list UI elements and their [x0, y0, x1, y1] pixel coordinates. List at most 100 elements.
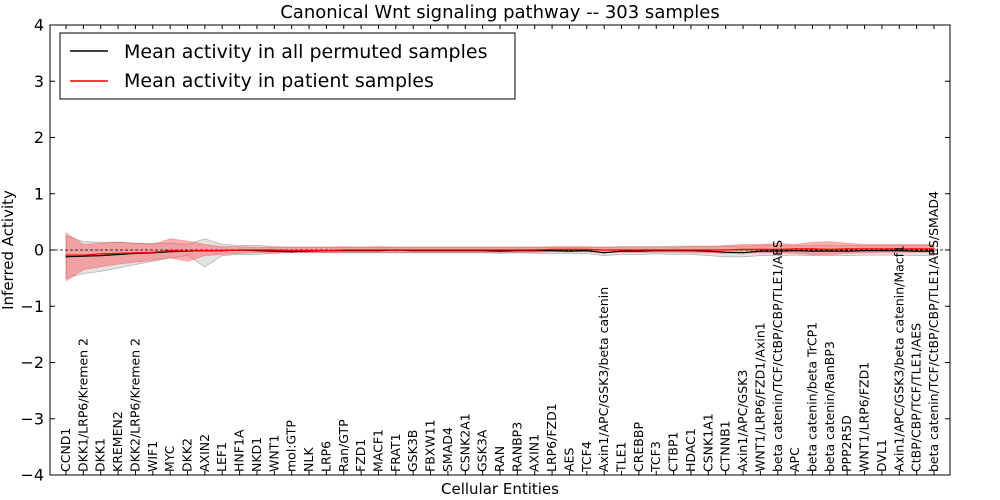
data-point: [933, 250, 935, 252]
y-tick-label: 0: [34, 241, 44, 260]
data-point: [117, 253, 119, 256]
x-tick-label: HDAC1: [683, 428, 698, 472]
x-tick-label: DKK2/LRP6/Kremen 2: [127, 338, 142, 472]
band-permuted: [65, 235, 935, 279]
y-tick-label: 4: [34, 16, 44, 35]
data-point: [916, 248, 918, 250]
x-tick-label: CSNK2A1: [457, 413, 472, 472]
x-tick-label: FZD1: [353, 439, 368, 472]
x-tick-label: AXIN1: [527, 434, 542, 472]
data-point: [551, 250, 553, 252]
x-tick-label: TCF4: [579, 441, 594, 473]
data-point: [811, 250, 814, 252]
data-point: [134, 252, 136, 254]
data-point: [707, 249, 709, 251]
y-tick-label: −2: [20, 353, 44, 372]
data-point: [794, 248, 796, 250]
x-tick-label: NKD1: [249, 437, 264, 472]
y-tick-label: 3: [34, 72, 44, 91]
data-point: [100, 255, 102, 257]
data-point: [516, 249, 519, 251]
x-tick-label: HNF1A: [232, 429, 247, 472]
x-axis-ticks: CCND1 DKK1/LRP6/Kremen 2 DKK1 KREMEN2 DKK2/L…: [58, 25, 941, 475]
x-tick-label: KREMEN2: [110, 411, 125, 472]
data-point: [846, 250, 848, 252]
x-tick-label: FBXW11: [423, 419, 438, 472]
x-tick-label: Ran/GTP: [336, 419, 351, 472]
y-tick-label: −3: [20, 409, 44, 428]
data-point: [846, 248, 848, 250]
x-tick-label: SMAD4: [440, 427, 455, 472]
x-tick-label: AES: [561, 448, 576, 472]
data-point: [152, 251, 154, 253]
y-tick-label: −1: [20, 297, 44, 316]
data-point: [725, 251, 727, 253]
x-tick-label: NLK: [301, 447, 316, 472]
data-point: [881, 248, 883, 250]
data-point: [898, 250, 900, 252]
data-point: [325, 250, 327, 252]
x-tick-label: TCF3: [648, 441, 663, 473]
data-point: [186, 250, 189, 252]
x-tick-label: DKK2: [180, 438, 195, 472]
x-tick-label: TLE1: [614, 442, 629, 473]
data-point: [864, 250, 866, 252]
data-point: [864, 248, 866, 250]
data-point: [482, 249, 484, 251]
data-point: [273, 250, 275, 252]
x-tick-label: MACF1: [371, 429, 386, 472]
x-tick-label: AXIN2: [197, 434, 212, 472]
data-point: [568, 250, 571, 252]
y-tick-label: 1: [34, 184, 44, 203]
data-point: [603, 252, 605, 254]
x-tick-label: WIF1: [145, 441, 160, 472]
data-point: [638, 249, 640, 251]
x-tick-label: WNT1/LRP6/FZD1: [857, 362, 872, 472]
x-tick-label: DKK1/LRP6/Kremen 2: [75, 338, 90, 472]
data-point: [933, 248, 935, 250]
x-axis-label: Cellular Entities: [441, 480, 559, 498]
x-tick-label: beta catenin/RanBP3: [822, 341, 837, 472]
data-point: [586, 248, 588, 250]
data-point: [239, 249, 241, 251]
y-axis-ticks: 4 3 2 1 0 −1 −2 −3 −4: [20, 16, 950, 485]
y-axis-label: Inferred Activity: [0, 190, 17, 310]
data-point: [82, 254, 84, 256]
x-tick-label: CTBP1: [666, 432, 681, 472]
data-point: [777, 248, 779, 250]
data-point: [742, 252, 744, 254]
data-point: [82, 255, 84, 257]
data-point: [568, 248, 571, 250]
data-point: [360, 249, 362, 251]
legend-box: [59, 32, 516, 100]
x-tick-label: RANBP3: [509, 422, 524, 472]
x-tick-label: WNT1/LRP6/FZD1/Axin1: [752, 322, 767, 472]
x-tick-label: mol:GTP: [284, 420, 299, 472]
data-point: [204, 250, 206, 252]
x-tick-label: DVL1: [874, 439, 889, 472]
data-point: [898, 248, 900, 250]
data-point: [690, 249, 692, 251]
x-tick-label: PPP2R5D: [839, 415, 854, 472]
data-point: [291, 251, 293, 253]
data-point: [377, 249, 380, 251]
data-point: [742, 248, 744, 250]
data-point: [291, 250, 293, 252]
confidence-bands: [65, 232, 935, 282]
x-tick-label: GSK3A: [475, 429, 490, 472]
x-tick-label: DKK1: [93, 438, 108, 472]
legend-label-permuted: Mean activity in all permuted samples: [124, 41, 487, 63]
data-point: [499, 249, 501, 251]
x-tick-label: FRAT1: [388, 433, 403, 472]
data-point: [620, 250, 623, 252]
x-tick-label: beta catenin/TCF/CtBP/CBP/TLE1/AES/SMAD4: [926, 191, 941, 472]
data-point: [499, 250, 501, 252]
plot-frame: [49, 24, 951, 476]
data-point: [100, 253, 102, 255]
data-point: [881, 250, 883, 252]
data-point: [221, 250, 223, 252]
x-tick-label: LRP6: [318, 441, 333, 472]
data-point: [794, 250, 796, 252]
y-tick-label: 2: [34, 128, 44, 147]
